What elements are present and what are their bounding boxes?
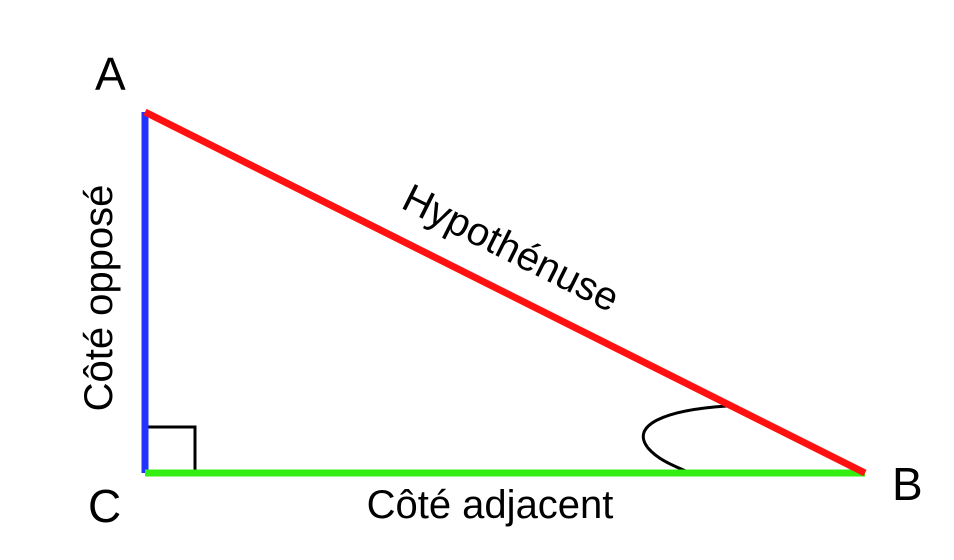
angle-arc-b [641,404,728,475]
side-hypotenuse [143,108,867,477]
vertex-c-label: C [88,480,121,532]
side-adjacent-label: Côté adjacent [367,483,614,527]
side-opposite-label: Côté opposé [77,185,121,412]
vertex-b-label: B [892,458,923,510]
right-angle-marker [145,425,197,473]
vertex-a-label: A [95,48,126,100]
